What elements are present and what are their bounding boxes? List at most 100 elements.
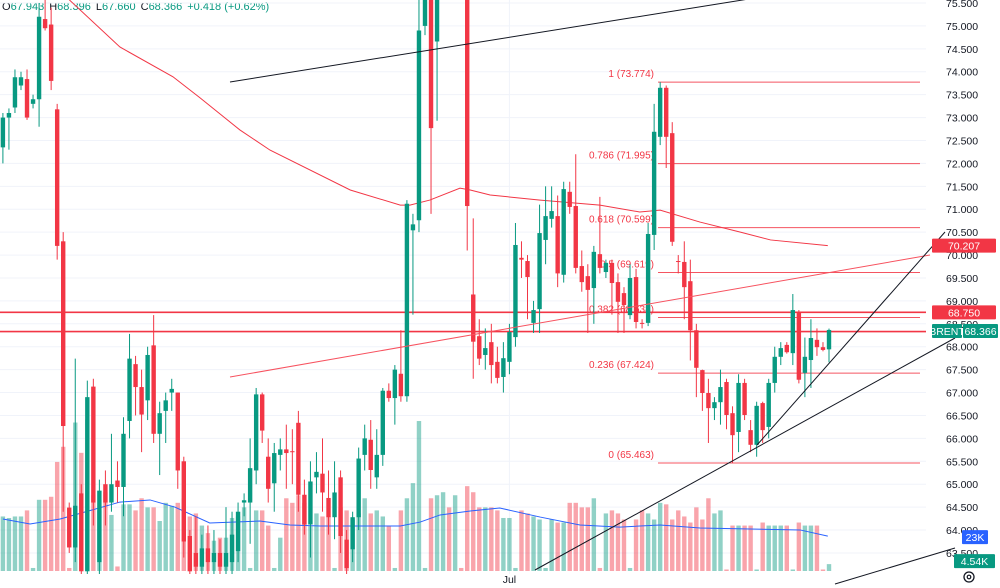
candle-body bbox=[54, 109, 60, 246]
candle bbox=[217, 539, 223, 574]
candle bbox=[724, 378, 729, 430]
last-price-badge: 68.366 bbox=[963, 323, 998, 338]
price-tick-label: 66.000 bbox=[946, 433, 978, 445]
price-tick-label: 70.000 bbox=[946, 250, 978, 262]
candle bbox=[633, 268, 639, 329]
candle-body bbox=[211, 552, 217, 563]
price-tick-label: 74.500 bbox=[946, 44, 978, 56]
candle-body bbox=[651, 131, 657, 235]
volume-bar bbox=[368, 513, 373, 571]
candle bbox=[706, 378, 711, 443]
candle-body bbox=[706, 393, 711, 409]
candle-body bbox=[199, 548, 205, 567]
fibonacci-retracement[interactable]: 1 (73.774) 0.786 (71.995) 0.618 (70.599) 0.… bbox=[589, 69, 920, 464]
volume-bar bbox=[615, 513, 621, 571]
volume-bar bbox=[428, 498, 434, 571]
candle-body bbox=[229, 534, 235, 563]
time-axis[interactable]: Jul bbox=[503, 574, 516, 586]
grid bbox=[0, 0, 926, 574]
gear-icon[interactable] bbox=[963, 571, 975, 583]
trendline-bottom[interactable] bbox=[834, 547, 956, 585]
level-value-badge-text: 68.750 bbox=[948, 307, 980, 319]
trendline-upper[interactable] bbox=[229, 0, 755, 83]
volume-bar bbox=[489, 507, 494, 571]
candle bbox=[199, 534, 205, 574]
volume-bar bbox=[700, 519, 705, 571]
candle bbox=[368, 420, 373, 489]
candle bbox=[91, 378, 96, 526]
candle bbox=[308, 461, 313, 558]
volume-bar bbox=[471, 492, 476, 571]
volume-bar bbox=[36, 499, 42, 571]
volume-bar bbox=[754, 569, 759, 571]
candle-body bbox=[513, 244, 518, 338]
candle-body bbox=[790, 310, 796, 354]
candle bbox=[561, 181, 566, 283]
candle-body bbox=[344, 539, 349, 569]
candle-body bbox=[682, 261, 687, 288]
candle bbox=[42, 0, 48, 31]
candle bbox=[67, 502, 72, 553]
candle bbox=[682, 241, 687, 320]
volume-bar bbox=[0, 516, 6, 571]
candle bbox=[398, 330, 404, 402]
candle-body bbox=[121, 433, 126, 487]
candle-body bbox=[73, 505, 78, 548]
candle bbox=[235, 502, 241, 563]
volume-bar bbox=[802, 525, 808, 571]
volume-bar bbox=[302, 502, 307, 571]
candle bbox=[609, 259, 615, 315]
volume-bar bbox=[410, 483, 416, 571]
trendline-pink[interactable] bbox=[229, 254, 931, 378]
candle-body bbox=[85, 397, 90, 572]
drawings[interactable] bbox=[229, 0, 956, 585]
candle-body bbox=[30, 99, 36, 104]
candle-body bbox=[778, 348, 783, 357]
volume-bar bbox=[440, 492, 446, 571]
volume-bar bbox=[103, 492, 108, 571]
candle-body bbox=[422, 0, 428, 26]
candle-body bbox=[543, 216, 548, 240]
price-tick-label: 71.000 bbox=[946, 204, 978, 216]
candle-body bbox=[483, 348, 488, 355]
moving-average-line bbox=[68, 0, 828, 247]
candle-body bbox=[187, 536, 193, 572]
time-tick-label: Jul bbox=[503, 574, 516, 586]
volume-bar bbox=[386, 525, 392, 571]
candle bbox=[651, 103, 657, 251]
candle bbox=[223, 507, 229, 574]
candle bbox=[784, 342, 789, 354]
volume-bar bbox=[730, 525, 735, 571]
candle-body bbox=[163, 400, 168, 411]
trendline-support-long[interactable] bbox=[534, 337, 956, 571]
volume-bar bbox=[163, 502, 168, 571]
price-axis[interactable]: 75.500 75.000 74.500 74.000 73.500 73.000 72.5… bbox=[926, 0, 1000, 588]
volume-bar bbox=[296, 495, 301, 571]
candle-body bbox=[217, 552, 223, 567]
low-value: 67.660 bbox=[101, 1, 136, 13]
level-value-badge: 68.750 bbox=[932, 305, 996, 320]
ohlc-legend: O67.943 H68.396 L67.660 C68.366 +0.418 (+0.6… bbox=[2, 1, 270, 13]
candle-body bbox=[428, 0, 434, 129]
candle-body bbox=[296, 422, 301, 495]
candle-body bbox=[525, 261, 530, 278]
volume-bar bbox=[446, 507, 452, 571]
horizontal-levels[interactable] bbox=[0, 311, 926, 333]
price-axis-bg bbox=[926, 0, 1000, 588]
volume-bar bbox=[555, 522, 560, 571]
volume-bar bbox=[145, 507, 150, 571]
trendline-support-steep[interactable] bbox=[756, 231, 946, 446]
volume-bar bbox=[332, 567, 337, 571]
candle bbox=[259, 392, 265, 443]
candle-body bbox=[820, 347, 826, 350]
candle bbox=[748, 420, 753, 453]
candle bbox=[181, 456, 186, 558]
volume-bar bbox=[748, 525, 753, 571]
candle bbox=[127, 333, 132, 439]
candle bbox=[826, 328, 832, 363]
volume-bar bbox=[398, 510, 404, 571]
candle-body bbox=[253, 394, 259, 471]
candle bbox=[796, 310, 802, 384]
candle bbox=[621, 287, 627, 333]
